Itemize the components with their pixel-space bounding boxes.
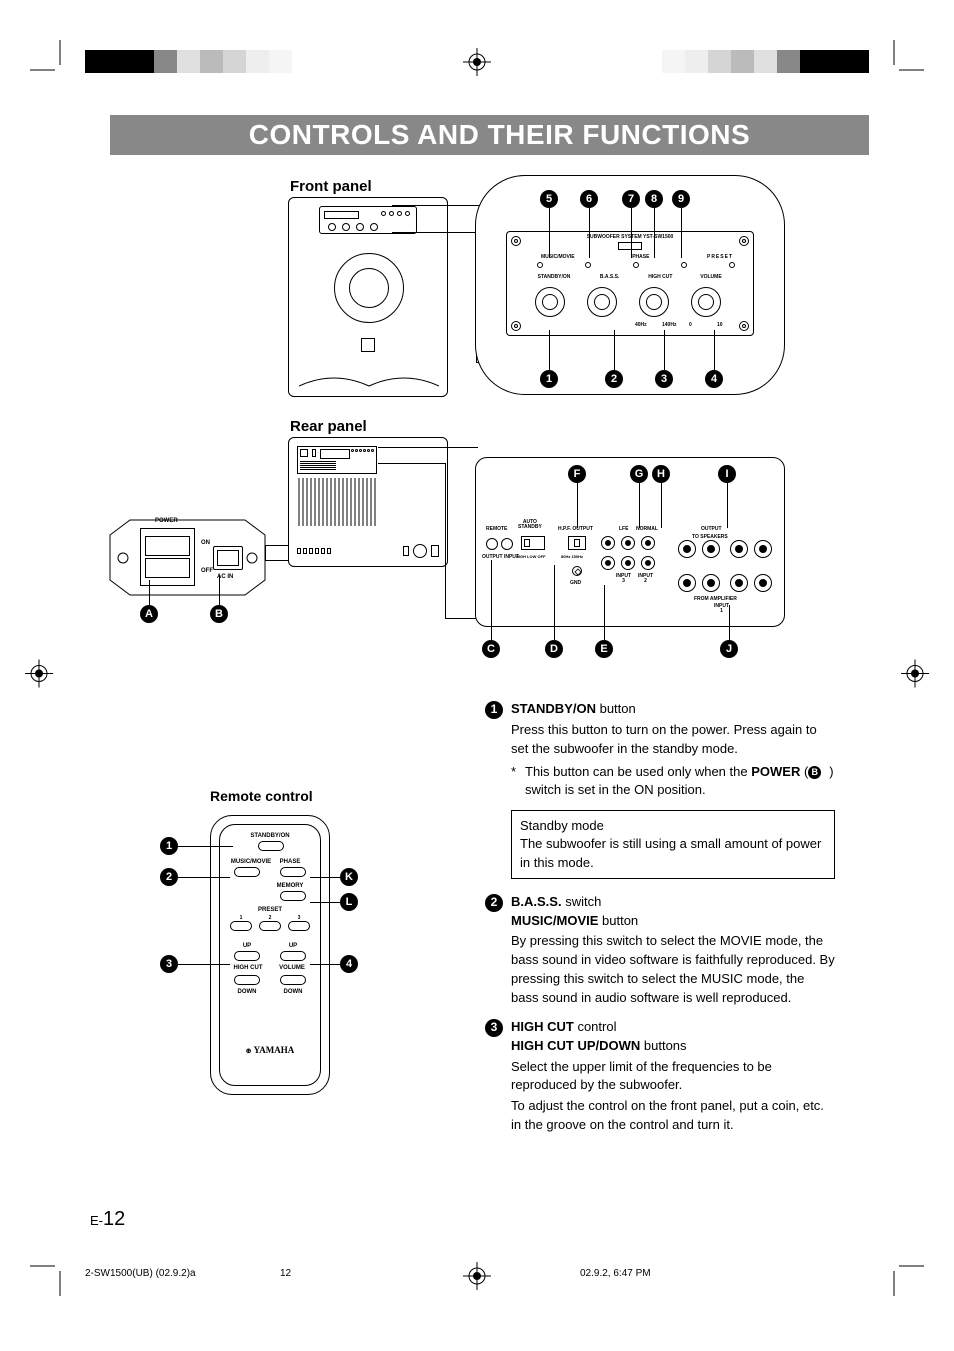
registration-bar xyxy=(85,50,292,73)
callout-15: F xyxy=(568,465,586,483)
page-title-bar: CONTROLS AND THEIR FUNCTIONS xyxy=(130,115,869,155)
desc-text: Select the upper limit of the frequencie… xyxy=(511,1058,835,1096)
registration-bar xyxy=(662,50,869,73)
front-panel-detail: SUBWOOFER SYSTEM YST-SW1500 MUSIC/MOVIE … xyxy=(475,175,785,395)
callout-18: I xyxy=(718,465,736,483)
footer-mid: 12 xyxy=(280,1268,291,1279)
desc-star-note: * This button can be used only when the … xyxy=(511,763,835,801)
desc-text: Press this button to turn on the power. … xyxy=(511,721,835,759)
callout-19: J xyxy=(720,640,738,658)
bullet-3: 3 xyxy=(485,1019,503,1037)
registration-icon xyxy=(463,1262,491,1295)
callout-r4: 4 xyxy=(340,955,358,973)
callout-5: 5 xyxy=(540,190,558,208)
callout-3: 3 xyxy=(655,370,673,388)
remote-label: Remote control xyxy=(210,788,313,804)
callout-8: 8 xyxy=(645,190,663,208)
crop-mark xyxy=(30,1256,70,1301)
desc-subtitle: HIGH CUT UP/DOWN buttons xyxy=(511,1037,835,1056)
standby-note-box: Standby mode The subwoofer is still usin… xyxy=(511,810,835,879)
callout-2: 2 xyxy=(605,370,623,388)
callout-16: G xyxy=(630,465,648,483)
crop-mark xyxy=(884,40,924,85)
page-title: CONTROLS AND THEIR FUNCTIONS xyxy=(249,119,750,151)
bullet-2: 2 xyxy=(485,894,503,912)
callout-1: 1 xyxy=(540,370,558,388)
descriptions: 1 STANDBY/ON button Press this button to… xyxy=(485,700,835,1145)
desc-item-1: 1 STANDBY/ON button Press this button to… xyxy=(485,700,835,800)
crop-mark xyxy=(30,40,70,85)
desc-title: STANDBY/ON button xyxy=(511,700,835,719)
desc-title: HIGH CUT control xyxy=(511,1018,835,1037)
rear-panel-detail: REMOTE AUTO STANDBY H.P.F. OUTPUT LFE NO… xyxy=(475,457,785,627)
remote-diagram: STANDBY/ON MUSIC/MOVIE PHASE MEMORY PRES… xyxy=(210,815,330,1095)
page-number: E-12 xyxy=(90,1208,125,1231)
title-accent xyxy=(110,115,130,155)
desc-item-2: 2 B.A.S.S. switch MUSIC/MOVIE button By … xyxy=(485,893,835,1008)
rear-panel-label: Rear panel xyxy=(290,418,367,435)
footer-right: 02.9.2, 6:47 PM xyxy=(580,1268,651,1279)
front-panel-thumbnail xyxy=(288,197,448,397)
desc-text: By pressing this switch to select the MO… xyxy=(511,932,835,1007)
registration-icon xyxy=(463,48,491,81)
desc-text: To adjust the control on the front panel… xyxy=(511,1097,835,1135)
callout-9: 9 xyxy=(672,190,690,208)
callout-r20: K xyxy=(340,868,358,886)
rear-power-panel: POWER ON OFF AC IN xyxy=(105,510,270,600)
callout-10: A xyxy=(140,605,158,623)
registration-icon xyxy=(25,659,53,692)
front-panel-label: Front panel xyxy=(290,178,372,195)
desc-title: B.A.S.S. switch xyxy=(511,893,835,912)
registration-icon xyxy=(901,659,929,692)
callout-17: H xyxy=(652,465,670,483)
footer-left: 2-SW1500(UB) (02.9.2)a xyxy=(85,1268,196,1279)
rear-panel-thumbnail xyxy=(288,437,448,567)
callout-r2: 2 xyxy=(160,868,178,886)
callout-12: C xyxy=(482,640,500,658)
crop-mark xyxy=(884,1256,924,1301)
callout-7: 7 xyxy=(622,190,640,208)
callout-6: 6 xyxy=(580,190,598,208)
leader-line xyxy=(392,232,477,233)
callout-14: E xyxy=(595,640,613,658)
desc-subtitle: MUSIC/MOVIE button xyxy=(511,912,835,931)
callout-r21: L xyxy=(340,893,358,911)
bullet-1: 1 xyxy=(485,701,503,719)
callout-4: 4 xyxy=(705,370,723,388)
callout-r1: 1 xyxy=(160,837,178,855)
desc-item-3: 3 HIGH CUT control HIGH CUT UP/DOWN butt… xyxy=(485,1018,835,1135)
callout-11: B xyxy=(210,605,228,623)
callout-13: D xyxy=(545,640,563,658)
callout-r3: 3 xyxy=(160,955,178,973)
